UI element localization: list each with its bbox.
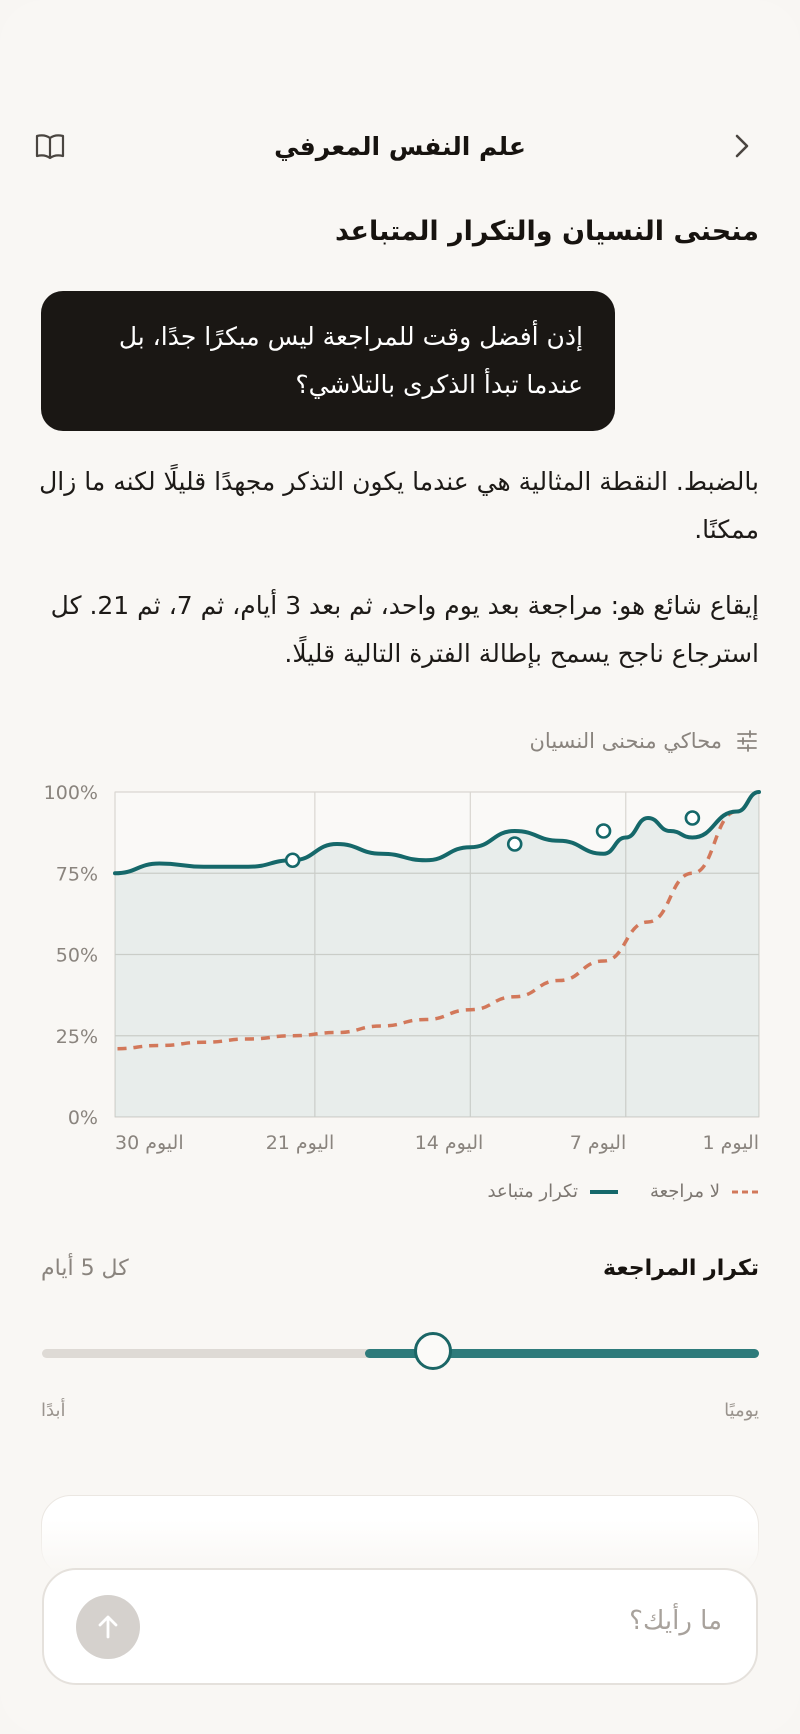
spaced-repetition-line	[113, 790, 761, 876]
send-button[interactable]	[76, 1595, 140, 1659]
dashed-line-swatch	[732, 1190, 760, 1193]
review-point	[506, 836, 523, 852]
x-tick-label: اليوم 7	[570, 1132, 627, 1154]
legend-label: تكرار متباعد	[487, 1181, 578, 1202]
frequency-row: تكرار المراجعة كل 5 أيام	[41, 1254, 759, 1294]
assistant-paragraph: بالضبط. النقطة المثالية هي عندما يكون ال…	[39, 467, 759, 544]
chart-legend: لا مراجعة تكرار متباعد	[487, 1181, 760, 1202]
y-tick-label: 25%	[56, 1026, 98, 1048]
back-button[interactable]	[724, 128, 760, 164]
frequency-value: كل 5 أيام	[41, 1256, 129, 1281]
page-title: علم النفس المعرفي	[274, 132, 526, 161]
y-tick-label: 100%	[44, 782, 98, 804]
arrow-up-icon	[98, 1615, 118, 1639]
solid-line-swatch	[589, 1189, 618, 1194]
book-button[interactable]	[32, 128, 68, 164]
chart-svg: 0% 25% 50% 75% 100% اليوم 1 اليوم 7 اليوم 14 الي…	[44, 782, 761, 1154]
sliders-icon	[737, 730, 757, 752]
x-tick-label: اليوم 14	[415, 1132, 484, 1154]
user-message-bubble: إذن أفضل وقت للمراجعة ليس مبكرًا جدًا، ب…	[41, 291, 615, 431]
y-tick-label: 75%	[56, 863, 98, 885]
review-point	[595, 823, 612, 839]
y-tick-label: 50%	[56, 945, 98, 967]
no-review-line	[114, 790, 760, 1051]
slider-fill	[365, 1349, 759, 1358]
forgetting-curve-chart: 0% 25% 50% 75% 100% اليوم 1 اليوم 7 اليوم 14 الي…	[0, 780, 800, 1180]
legend-label: لا مراجعة	[649, 1181, 720, 1202]
assistant-paragraph: إيقاع شائع هو: مراجعة بعد يوم واحد، ثم ب…	[50, 591, 759, 668]
book-icon	[35, 134, 65, 160]
chevron-right-icon	[735, 134, 749, 158]
y-tick-label: 0%	[68, 1107, 98, 1129]
x-tick-label: اليوم 1	[702, 1132, 759, 1154]
slider-max-label: أبدًا	[41, 1400, 66, 1421]
section-heading: منحنى النسيان والتكرار المتباعد	[334, 216, 759, 247]
spaced-area	[115, 792, 759, 1117]
legend-item-spaced: تكرار متباعد	[487, 1181, 618, 1202]
message-placeholder: ما رأيك؟	[629, 1606, 722, 1636]
x-tick-label: اليوم 21	[266, 1132, 335, 1154]
simulator-header: محاكي منحنى النسيان	[530, 722, 759, 760]
review-frequency-slider[interactable]	[42, 1332, 759, 1370]
review-point	[684, 810, 701, 826]
message-input[interactable]: ما رأيك؟	[42, 1568, 758, 1685]
simulator-label: محاكي منحنى النسيان	[529, 729, 723, 753]
frequency-label: تكرار المراجعة	[603, 1256, 759, 1281]
slider-thumb[interactable]	[414, 1332, 452, 1370]
top-bar: علم النفس المعرفي	[0, 118, 800, 174]
review-point	[284, 852, 301, 869]
legend-item-no-review: لا مراجعة	[650, 1181, 760, 1202]
x-tick-label: اليوم 30	[115, 1132, 184, 1154]
slider-min-label: يوميًا	[724, 1400, 759, 1421]
